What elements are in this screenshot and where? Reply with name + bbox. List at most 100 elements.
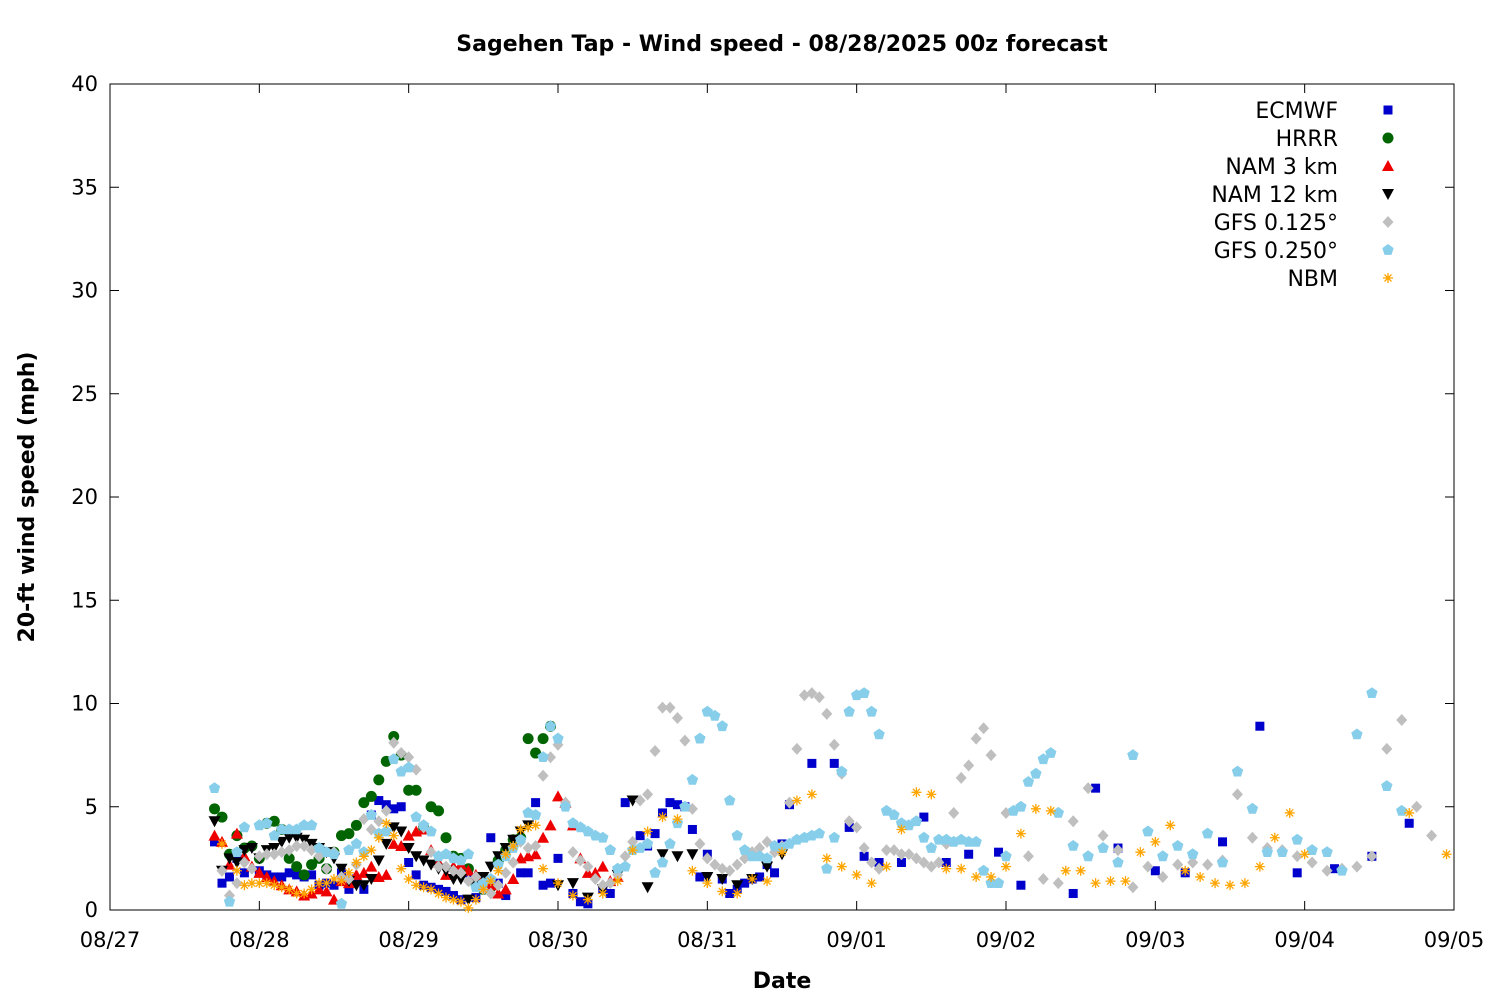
data-point: [276, 823, 288, 835]
data-point: [440, 860, 452, 873]
data-point: [529, 809, 542, 820]
data-point: [217, 878, 227, 888]
data-point: [426, 884, 437, 895]
data-point: [895, 848, 907, 861]
data-point: [1180, 865, 1191, 876]
data-point: [910, 815, 923, 827]
data-point: [1426, 829, 1438, 842]
data-point: [1210, 878, 1221, 889]
data-point: [656, 856, 669, 868]
data-point: [747, 874, 758, 885]
data-point: [732, 888, 743, 899]
data-point: [1037, 753, 1049, 765]
data-point: [1015, 828, 1026, 839]
data-points: [208, 687, 1452, 913]
data-point: [1261, 846, 1273, 857]
data-point: [291, 888, 302, 899]
data-point: [641, 882, 654, 894]
data-point: [245, 843, 258, 855]
data-point: [762, 876, 773, 887]
data-point: [634, 794, 646, 807]
data-point: [545, 751, 557, 764]
data-point: [538, 863, 549, 874]
data-point: [679, 734, 691, 747]
data-point: [1239, 878, 1250, 889]
data-point: [813, 691, 825, 704]
data-point: [844, 822, 854, 832]
data-point: [365, 790, 377, 802]
data-point: [604, 844, 616, 855]
data-point: [530, 820, 541, 831]
data-point: [365, 809, 377, 820]
data-point: [1045, 747, 1057, 758]
data-point: [687, 865, 698, 876]
data-point: [910, 852, 922, 865]
data-point: [716, 862, 728, 875]
data-point: [1082, 782, 1094, 795]
chart-title: Sagehen Tap - Wind speed - 08/28/2025 00…: [456, 32, 1108, 57]
data-point: [523, 822, 534, 833]
data-point: [522, 733, 534, 745]
data-point: [425, 825, 437, 837]
data-point: [538, 880, 548, 890]
y-tick-label: 40: [71, 72, 98, 96]
data-point: [1411, 800, 1423, 813]
data-point: [372, 855, 385, 867]
data-point: [417, 855, 430, 867]
data-point: [1172, 858, 1184, 871]
data-point: [350, 819, 362, 831]
data-point: [1105, 876, 1116, 887]
legend-label: GFS 0.250°: [1214, 239, 1338, 264]
data-point: [1381, 780, 1393, 791]
data-point: [1292, 868, 1302, 878]
data-point: [239, 868, 249, 878]
data-point: [396, 802, 406, 812]
data-point: [336, 876, 347, 887]
data-point: [1045, 805, 1056, 816]
data-point: [291, 861, 303, 873]
data-point: [381, 818, 392, 829]
data-point: [1022, 850, 1034, 863]
data-point: [260, 870, 273, 882]
data-point: [537, 831, 550, 843]
data-point: [686, 773, 699, 785]
data-point: [230, 827, 243, 839]
data-point: [1202, 858, 1214, 871]
data-point: [208, 782, 221, 793]
data-point: [277, 872, 287, 882]
data-point: [1030, 767, 1042, 779]
data-point: [620, 798, 630, 808]
data-point: [597, 879, 609, 892]
data-point: [253, 850, 265, 863]
data-point: [343, 844, 355, 855]
data-point: [410, 851, 423, 863]
data-point: [380, 825, 392, 837]
data-point: [410, 811, 422, 822]
data-point: [350, 837, 363, 849]
data-point: [425, 859, 438, 871]
y-tick-label: 0: [85, 898, 98, 922]
data-point: [985, 749, 997, 762]
data-point: [373, 815, 385, 828]
data-point: [791, 742, 803, 755]
data-point: [888, 809, 900, 820]
data-point: [448, 894, 459, 905]
data-point: [1381, 742, 1393, 755]
data-point: [567, 890, 578, 901]
data-point: [925, 842, 937, 853]
data-point: [299, 888, 310, 899]
data-point: [470, 894, 481, 905]
data-point: [515, 824, 526, 835]
data-point: [731, 880, 744, 892]
series-ecmwf: [210, 721, 1414, 909]
data-point: [529, 848, 542, 860]
data-point: [559, 800, 572, 812]
data-point: [888, 844, 900, 857]
data-point: [866, 856, 878, 869]
y-tick-label: 25: [71, 382, 98, 406]
data-point: [329, 874, 339, 885]
data-point: [344, 884, 354, 894]
data-point: [404, 858, 414, 868]
data-point: [1030, 803, 1041, 814]
legend-marker: [1383, 273, 1393, 283]
